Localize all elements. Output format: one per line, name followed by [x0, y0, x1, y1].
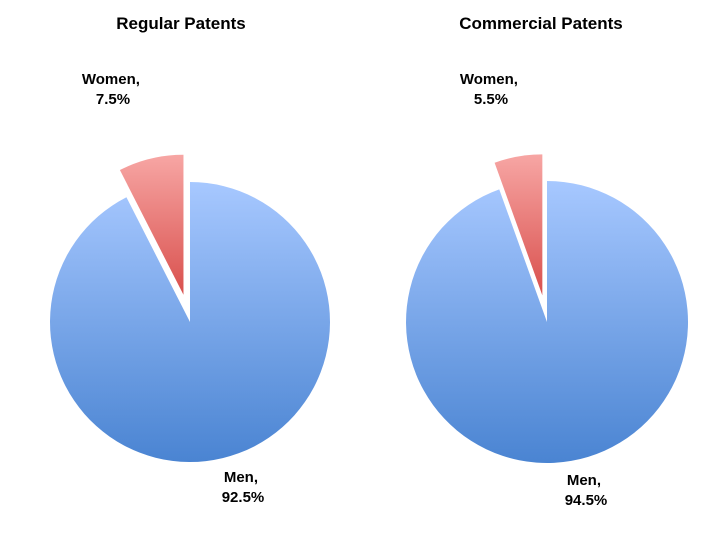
pie-slice-men-commercial [406, 181, 688, 463]
pie-slice-men-regular [50, 182, 330, 462]
slice-label-men-commercial-value: 94.5% [565, 492, 608, 509]
chart-title-regular-patents: Regular Patents [116, 14, 245, 33]
pie-chart-commercial-patents: Commercial Patents Women, 5.5% Men, 94.5… [406, 14, 688, 509]
chart-title-commercial-patents: Commercial Patents [459, 14, 622, 33]
slice-label-women-commercial-name: Women, [460, 71, 518, 88]
slice-label-men-regular-value: 92.5% [222, 489, 265, 506]
slice-label-women-regular-value: 7.5% [96, 91, 130, 108]
slice-label-men-regular: Men, 92.5% [222, 469, 265, 506]
pie-chart-regular-patents: Regular Patents Women, 7.5% Men, 92.5% [50, 14, 330, 506]
slice-label-men-commercial: Men, 94.5% [565, 472, 608, 509]
slice-label-women-regular-name: Women, [82, 71, 140, 88]
slice-label-women-regular: Women, 7.5% [82, 71, 144, 108]
slice-label-men-commercial-name: Men, [567, 472, 601, 489]
slice-label-women-commercial-value: 5.5% [474, 91, 508, 108]
slice-label-men-regular-name: Men, [224, 469, 258, 486]
slice-label-women-commercial: Women, 5.5% [460, 71, 522, 108]
